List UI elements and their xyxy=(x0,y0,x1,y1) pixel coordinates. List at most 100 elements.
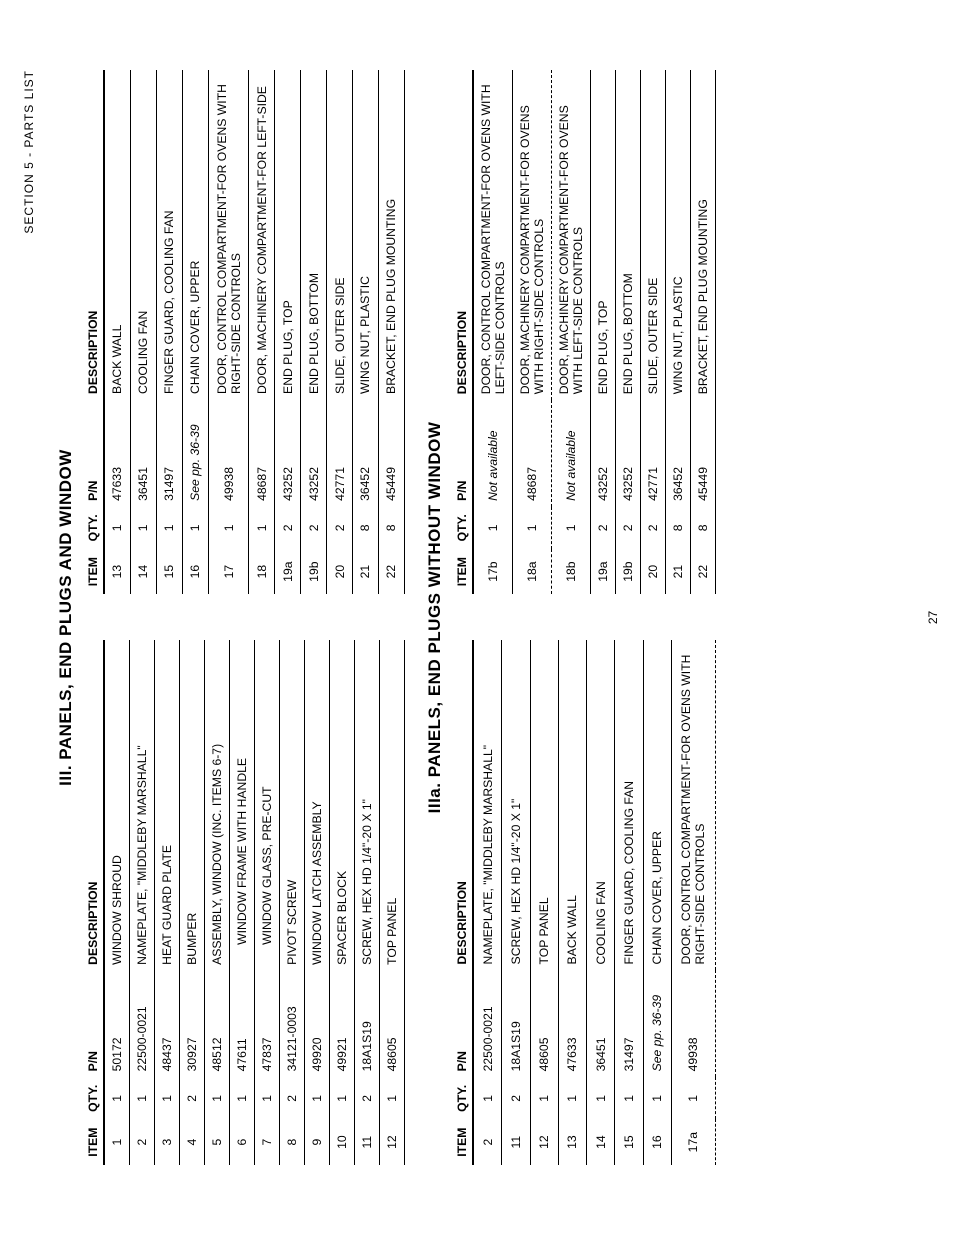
cell-pn: 30927 xyxy=(180,971,205,1078)
cell-qty: 2 xyxy=(616,507,641,549)
table-iii-left: ITEM QTY. P/N DESCRIPTION 1150172WINDOW … xyxy=(82,641,405,1166)
cell-item: 11 xyxy=(502,1119,530,1165)
cell-desc: COOLING FAN xyxy=(587,641,615,971)
cell-item: 21 xyxy=(353,549,379,595)
cell-desc: NAMEPLATE, "MIDDLEBY MARSHALL" xyxy=(473,641,502,971)
cell-item: 4 xyxy=(180,1119,205,1165)
table-row: 8234121-0003PIVOT SCREW xyxy=(280,641,305,1166)
cell-desc: DOOR, CONTROL COMPARTMENT-FOR OVENS WITH… xyxy=(671,641,715,971)
cell-qty: 1 xyxy=(587,1077,615,1119)
cell-desc: TOP PANEL xyxy=(530,641,558,971)
cell-pn: 34121-0003 xyxy=(280,971,305,1078)
cell-item: 17 xyxy=(208,549,248,595)
cell-item: 15 xyxy=(615,1119,643,1165)
cell-pn: 48687 xyxy=(249,400,275,507)
cell-item: 22 xyxy=(378,549,404,595)
cell-qty: 1 xyxy=(104,507,130,549)
cell-qty: 1 xyxy=(249,507,275,549)
table-row: 21836452WING NUT, PLASTIC xyxy=(353,70,379,595)
cell-desc: END PLUG, BOTTOM xyxy=(301,70,327,400)
cell-desc: FINGER GUARD, COOLING FAN xyxy=(156,70,182,400)
table-row: 19b243252END PLUG, BOTTOM xyxy=(301,70,327,595)
cell-desc: BUMPER xyxy=(180,641,205,971)
table-row: 12148605TOP PANEL xyxy=(530,641,558,1166)
cell-qty: 2 xyxy=(591,507,616,549)
table-iiia-title: IIIa. PANELS, END PLUGS WITHOUT WINDOW xyxy=(425,70,445,1165)
table-iii-right: ITEM QTY. P/N DESCRIPTION 13147633BACK W… xyxy=(82,70,405,595)
cell-desc: BACK WALL xyxy=(104,70,130,400)
cell-desc: DOOR, CONTROL COMPARTMENT-FOR OVENS WITH… xyxy=(473,70,513,400)
cell-item: 18b xyxy=(552,549,591,595)
cell-qty: 8 xyxy=(353,507,379,549)
cell-qty: 1 xyxy=(513,507,552,549)
cell-item: 2 xyxy=(473,1119,502,1165)
cell-pn: Not available xyxy=(473,400,513,507)
cell-pn: 48437 xyxy=(155,971,180,1078)
cell-desc: END PLUG, BOTTOM xyxy=(616,70,641,400)
table-row: 13147633BACK WALL xyxy=(104,70,130,595)
cell-item: 22 xyxy=(691,549,716,595)
table-row: 19a243252END PLUG, TOP xyxy=(275,70,301,595)
cell-item: 18a xyxy=(513,549,552,595)
table-row: 9149920WINDOW LATCH ASSEMBLY xyxy=(305,641,330,1166)
cell-desc: WINDOW SHROUD xyxy=(104,641,130,971)
cell-desc: DOOR, MACHINERY COMPARTMENT-FOR OVENS WI… xyxy=(552,70,591,400)
cell-pn: 43252 xyxy=(275,400,301,507)
cell-item: 19b xyxy=(301,549,327,595)
table-row: 19b243252END PLUG, BOTTOM xyxy=(616,70,641,595)
col-pn: P/N xyxy=(451,400,473,507)
table-row: 19a243252END PLUG, TOP xyxy=(591,70,616,595)
cell-qty: 8 xyxy=(378,507,404,549)
table-row: 18b1Not availableDOOR, MACHINERY COMPART… xyxy=(552,70,591,595)
cell-desc: HEAT GUARD PLATE xyxy=(155,641,180,971)
page: SECTION 5 - PARTS LIST III. PANELS, END … xyxy=(0,0,954,1235)
cell-qty: 1 xyxy=(380,1077,405,1119)
cell-pn: 36452 xyxy=(353,400,379,507)
cell-qty: 2 xyxy=(180,1077,205,1119)
rotated-content: SECTION 5 - PARTS LIST III. PANELS, END … xyxy=(0,0,954,1235)
cell-desc: ASSEMBLY, WINDOW (INC. ITEMS 6-7) xyxy=(205,641,230,971)
cell-qty: 1 xyxy=(671,1077,715,1119)
cell-desc: WING NUT, PLASTIC xyxy=(353,70,379,400)
cell-desc: SCREW, HEX HD 1/4"-20 X 1" xyxy=(355,641,380,971)
cell-qty: 1 xyxy=(156,507,182,549)
cell-qty: 1 xyxy=(473,1077,502,1119)
cell-pn: 42771 xyxy=(327,400,353,507)
table-row: 10149921SPACER BLOCK xyxy=(330,641,355,1166)
cell-pn: 43252 xyxy=(301,400,327,507)
table-row: 22845449BRACKET, END PLUG MOUNTING xyxy=(691,70,716,595)
cell-item: 10 xyxy=(330,1119,355,1165)
table-iiia-wrap: ITEM QTY. P/N DESCRIPTION 2122500-0021NA… xyxy=(451,70,716,1165)
col-desc: DESCRIPTION xyxy=(82,641,104,971)
cell-qty: 8 xyxy=(691,507,716,549)
cell-desc: CHAIN COVER, UPPER xyxy=(643,641,671,971)
cell-desc: BACK WALL xyxy=(558,641,586,971)
col-qty: QTY. xyxy=(82,1077,104,1119)
cell-qty: 1 xyxy=(130,507,156,549)
table-iii-wrap: ITEM QTY. P/N DESCRIPTION 1150172WINDOW … xyxy=(82,70,405,1165)
cell-item: 19b xyxy=(616,549,641,595)
cell-desc: WING NUT, PLASTIC xyxy=(666,70,691,400)
cell-qty: 2 xyxy=(327,507,353,549)
cell-qty: 1 xyxy=(330,1077,355,1119)
cell-qty: 1 xyxy=(615,1077,643,1119)
cell-pn: See pp. 36-39 xyxy=(182,400,208,507)
cell-item: 13 xyxy=(104,549,130,595)
cell-desc: DOOR, CONTROL COMPARTMENT-FOR OVENS WITH… xyxy=(208,70,248,400)
cell-qty: 2 xyxy=(355,1077,380,1119)
cell-qty: 1 xyxy=(255,1077,280,1119)
cell-item: 21 xyxy=(666,549,691,595)
cell-pn: 47633 xyxy=(558,970,586,1077)
cell-item: 14 xyxy=(130,549,156,595)
table-row: 12148605TOP PANEL xyxy=(380,641,405,1166)
cell-pn: 49920 xyxy=(305,971,330,1078)
col-qty: QTY. xyxy=(451,1077,473,1119)
cell-qty: 2 xyxy=(641,507,666,549)
cell-item: 12 xyxy=(380,1119,405,1165)
table-row: 4230927BUMPER xyxy=(180,641,205,1166)
table-row: 18a148687DOOR, MACHINERY COMPARTMENT-FOR… xyxy=(513,70,552,595)
cell-pn: 31497 xyxy=(156,400,182,507)
cell-desc: SPACER BLOCK xyxy=(330,641,355,971)
cell-item: 6 xyxy=(230,1119,255,1165)
cell-desc: DOOR, MACHINERY COMPARTMENT-FOR OVENS WI… xyxy=(513,70,552,400)
